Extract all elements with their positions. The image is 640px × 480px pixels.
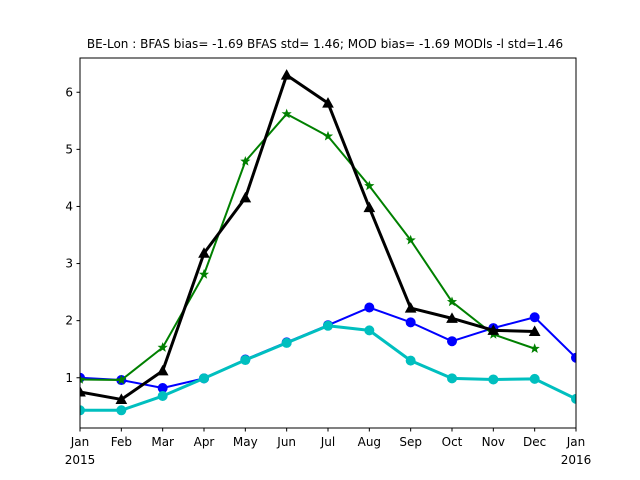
data-point (447, 373, 457, 384)
x-tick-label: Oct (442, 435, 463, 449)
x-tick-label: Apr (194, 435, 215, 449)
y-tick-label: 1 (65, 371, 73, 385)
data-point (446, 312, 458, 323)
data-point (116, 405, 127, 416)
y-tick-label: 5 (65, 142, 73, 156)
data-point (198, 247, 210, 258)
data-point (446, 296, 458, 307)
chart-title: BE-Lon : BFAS bias= -1.69 BFAS std= 1.46… (87, 37, 563, 51)
series-2 (80, 108, 540, 385)
data-point (156, 364, 169, 376)
x-year-label: 2016 (561, 453, 592, 467)
series-1 (80, 320, 576, 416)
x-tick-label: Sep (399, 435, 422, 449)
data-point (322, 130, 334, 141)
series-line (80, 73, 537, 401)
data-point (363, 201, 376, 213)
x-tick-label: Aug (358, 435, 381, 449)
x-tick-label: Jan (566, 435, 586, 449)
data-point (528, 325, 541, 337)
x-axis: Jan Feb Mar Apr May Jun Jul Aug Sep Oct Nov Dec Jan 2… (65, 428, 592, 467)
data-point (571, 393, 576, 404)
y-tick-label: 2 (65, 314, 73, 328)
y-tick-label: 4 (65, 199, 73, 213)
data-point (529, 343, 540, 353)
data-point (364, 180, 375, 191)
x-tick-label: Dec (523, 435, 546, 449)
data-point (199, 373, 209, 384)
data-point (239, 191, 252, 203)
data-point (364, 325, 375, 336)
data-point (364, 302, 375, 313)
x-tick-label: Nov (482, 435, 505, 449)
data-point (571, 352, 576, 363)
data-point (115, 393, 128, 404)
x-tick-label: Mar (151, 435, 174, 449)
data-point (404, 302, 417, 313)
x-tick-label: Feb (111, 435, 132, 449)
data-point (240, 355, 251, 366)
series-3 (80, 69, 541, 404)
data-point (405, 355, 416, 366)
series-line (80, 112, 536, 382)
series-layer (80, 69, 576, 416)
data-point (80, 374, 86, 384)
data-point (322, 97, 334, 108)
y-axis: 1 2 3 4 5 6 (65, 85, 80, 385)
y-tick-label: 3 (65, 257, 73, 271)
x-year-label: 2015 (65, 453, 96, 467)
data-point (80, 385, 86, 397)
data-point (280, 69, 293, 80)
data-point (529, 373, 540, 384)
data-point (157, 342, 168, 352)
plot-frame (79, 57, 577, 429)
data-point (323, 320, 333, 331)
data-point (405, 317, 416, 328)
x-tick-label: May (233, 435, 258, 449)
x-tick-label: Jul (320, 435, 335, 449)
data-point (281, 108, 292, 119)
data-point (405, 234, 416, 245)
data-point (157, 391, 168, 402)
data-point (281, 337, 292, 348)
data-point (116, 374, 127, 385)
data-point (529, 312, 540, 323)
x-tick-label: Jan (70, 435, 90, 449)
data-point (488, 374, 499, 385)
data-point (80, 405, 85, 416)
data-point (198, 269, 210, 279)
data-point (487, 324, 500, 335)
series-line (80, 324, 576, 412)
data-point (447, 336, 457, 347)
data-point (240, 155, 251, 166)
x-tick-label: Jun (276, 435, 296, 449)
y-tick-label: 6 (65, 85, 73, 99)
